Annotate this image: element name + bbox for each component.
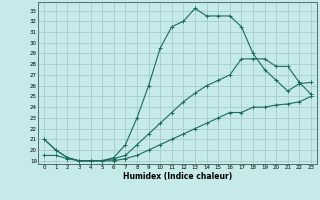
X-axis label: Humidex (Indice chaleur): Humidex (Indice chaleur) bbox=[123, 172, 232, 181]
